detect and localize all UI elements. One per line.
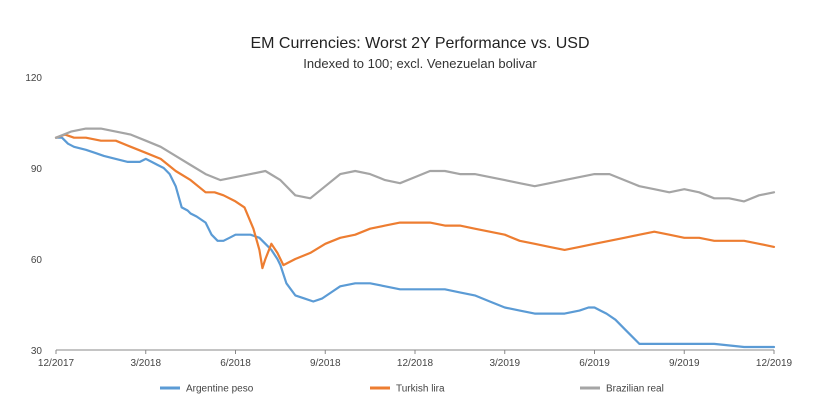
legend-label: Argentine peso [186,384,254,395]
y-tick-label: 30 [31,346,43,357]
x-tick-label: 6/2018 [220,358,251,369]
x-tick-label: 6/2019 [579,358,610,369]
chart-subtitle: Indexed to 100; excl. Venezuelan bolivar [303,56,537,71]
x-tick-label: 3/2019 [489,358,520,369]
x-axis-ticks: 12/2017 3/2018 6/2018 9/2018 12/2018 3/2019 6/… [38,350,793,369]
x-tick-label: 12/2019 [756,358,793,369]
series-lines [54,127,776,349]
y-tick-label: 120 [25,73,42,84]
series-line-argentine-peso [54,136,776,349]
legend-label: Brazilian real [606,384,664,395]
y-tick-label: 90 [31,164,43,175]
legend-label: Turkish lira [396,384,445,395]
x-tick-label: 9/2018 [310,358,341,369]
series-line-turkish-lira [54,133,776,270]
chart-title: EM Currencies: Worst 2Y Performance vs. … [250,35,589,52]
series-line-brazilian-real [54,127,776,203]
y-tick-label: 60 [31,255,43,266]
legend: Argentine peso Turkish lira Brazilian real [160,384,664,395]
x-tick-label: 3/2018 [130,358,161,369]
x-tick-label: 9/2019 [669,358,700,369]
y-axis-ticks: 30 60 90 120 [25,73,42,357]
x-tick-label: 12/2018 [397,358,434,369]
x-tick-label: 12/2017 [38,358,75,369]
